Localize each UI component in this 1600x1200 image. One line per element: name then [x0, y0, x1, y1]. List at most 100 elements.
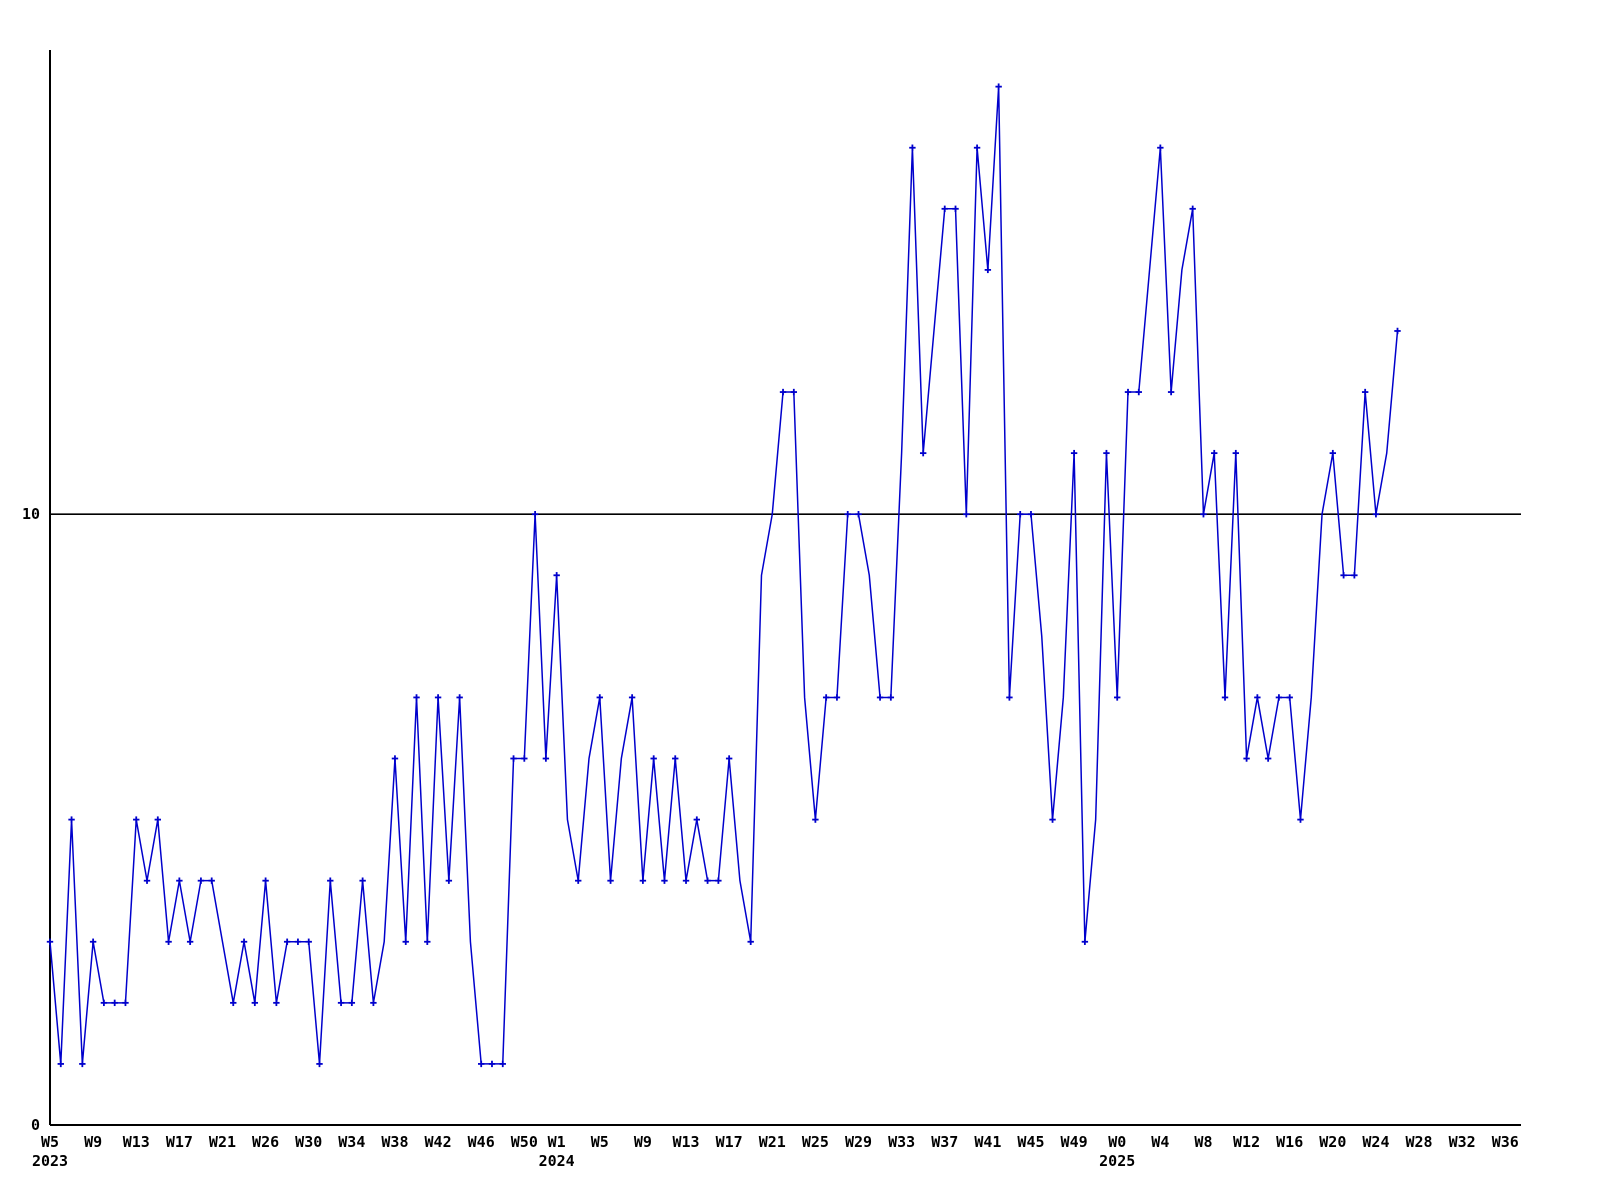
- data-point-marker: [89, 938, 97, 945]
- data-point-marker: [973, 144, 981, 151]
- x-tick-label-w20: W20: [1319, 1133, 1347, 1151]
- data-point-marker: [1049, 816, 1056, 823]
- data-point-marker: [122, 999, 129, 1007]
- data-point-marker: [348, 999, 356, 1007]
- data-point-marker: [1361, 388, 1369, 396]
- data-point-marker: [208, 877, 215, 884]
- data-point-marker: [100, 999, 108, 1007]
- data-point-marker: [1103, 449, 1110, 457]
- data-point-marker: [68, 816, 75, 823]
- data-point-marker: [445, 877, 453, 884]
- data-point-marker: [165, 938, 172, 945]
- data-point-marker: [1232, 449, 1239, 457]
- data-point-marker: [510, 755, 517, 762]
- x-tick-label-w13: W13: [122, 1133, 150, 1151]
- data-point-marker: [887, 694, 895, 701]
- data-point-marker: [391, 755, 399, 762]
- x-tick-label-w24: W24: [1362, 1133, 1390, 1151]
- x-tick-label-w9: W9: [84, 1133, 103, 1151]
- x-tick-label-w36: W36: [1491, 1133, 1519, 1151]
- data-point-marker: [650, 755, 657, 762]
- data-point-marker: [1027, 511, 1035, 518]
- x-tick-label-w38: W38: [381, 1133, 409, 1151]
- data-point-marker: [240, 938, 248, 945]
- x-tick-label-w1: W1 2024: [538, 1133, 575, 1170]
- data-point-marker: [1254, 694, 1261, 701]
- data-point-marker: [337, 999, 345, 1007]
- data-point-marker: [844, 511, 851, 518]
- data-point-marker: [1211, 449, 1218, 457]
- data-marker-group: [46, 83, 1401, 1068]
- data-point-marker: [424, 938, 431, 945]
- x-tick-label-w50: W50: [510, 1133, 538, 1151]
- data-point-marker: [1275, 694, 1283, 701]
- data-point-marker: [1221, 694, 1229, 701]
- data-point-marker: [596, 694, 603, 701]
- data-point-marker: [1157, 144, 1164, 151]
- data-point-marker: [682, 877, 690, 884]
- x-tick-label-w4: W4: [1151, 1133, 1170, 1151]
- data-point-marker: [57, 1060, 64, 1068]
- data-point-marker: [725, 755, 733, 762]
- series-line: [49, 86, 1399, 1065]
- data-point-marker: [812, 816, 819, 823]
- data-point-marker: [1167, 388, 1175, 396]
- data-point-marker: [316, 1060, 323, 1068]
- data-point-marker: [1124, 388, 1132, 396]
- data-point-marker: [79, 1060, 86, 1068]
- data-point-marker: [1264, 755, 1272, 762]
- data-point-marker: [822, 694, 830, 701]
- data-point-marker: [553, 572, 560, 579]
- data-point-marker: [456, 694, 463, 701]
- data-point-marker: [941, 205, 948, 213]
- x-tick-label-w49: W49: [1060, 1133, 1088, 1151]
- data-point-marker: [607, 877, 614, 884]
- y-tick-label-0: 0: [30, 1116, 40, 1134]
- data-point-marker: [531, 511, 539, 518]
- x-tick-label-w32: W32: [1448, 1133, 1476, 1151]
- data-point-marker: [1189, 205, 1196, 213]
- data-point-marker: [1340, 572, 1347, 579]
- data-point-marker: [273, 999, 280, 1007]
- data-point-marker: [693, 816, 700, 823]
- data-point-marker: [1070, 449, 1078, 457]
- x-tick-label-w45: W45: [1017, 1133, 1045, 1151]
- data-point-marker: [305, 938, 312, 945]
- data-point-marker: [1351, 572, 1358, 579]
- data-point-marker: [154, 816, 161, 823]
- data-point-marker: [1372, 511, 1380, 518]
- data-point-marker: [327, 877, 334, 884]
- data-point-marker: [833, 694, 841, 701]
- data-point-marker: [186, 938, 194, 945]
- data-point-marker: [197, 877, 205, 884]
- data-point-marker: [251, 999, 259, 1007]
- x-tick-label-w17: W17: [165, 1133, 193, 1151]
- x-tick-label-w0: W0 2025: [1099, 1133, 1136, 1170]
- x-tick-label-w12: W12: [1233, 1133, 1261, 1151]
- data-series-group: [49, 86, 1399, 1065]
- data-point-marker: [995, 83, 1002, 90]
- x-tick-label-w26: W26: [252, 1133, 280, 1151]
- x-tick-label-w16: W16: [1276, 1133, 1304, 1151]
- data-point-marker: [488, 1060, 496, 1068]
- x-tick-label-w42: W42: [424, 1133, 452, 1151]
- y-tick-label-10: 10: [21, 505, 40, 524]
- data-point-marker: [575, 877, 582, 884]
- data-point-marker: [294, 938, 302, 945]
- data-point-marker: [704, 877, 711, 884]
- data-point-marker: [143, 877, 151, 884]
- x-tick-label-w5: W5 2023: [31, 1133, 69, 1170]
- x-tick-label-w46: W46: [467, 1133, 495, 1151]
- data-point-marker: [434, 694, 442, 701]
- x-tick-label-w41: W41: [974, 1133, 1002, 1151]
- data-point-marker: [715, 877, 722, 884]
- x-tick-label-w21: W21: [208, 1133, 237, 1151]
- data-point-marker: [133, 816, 140, 823]
- data-point-marker: [413, 694, 420, 701]
- x-tick-label-w17: W17: [715, 1133, 743, 1151]
- data-point-marker: [984, 266, 992, 274]
- data-point-marker: [639, 877, 647, 884]
- data-point-marker: [1394, 327, 1401, 335]
- data-point-marker: [1114, 694, 1121, 701]
